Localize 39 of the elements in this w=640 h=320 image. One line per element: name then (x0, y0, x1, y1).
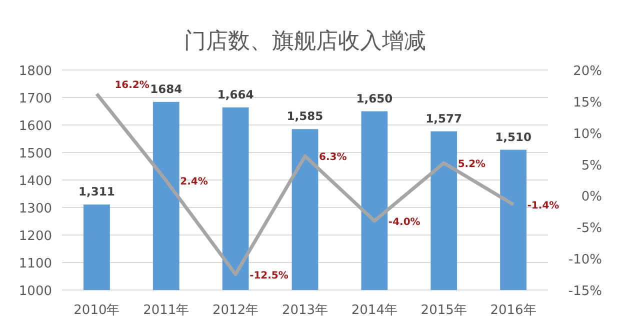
y-tick-label: 1200 (18, 229, 52, 244)
y2-tick-label: 10% (573, 126, 602, 142)
data-label: -1.4% (527, 200, 560, 212)
y2-tick-label: 15% (573, 95, 602, 110)
x-tick-label: 2013年 (282, 303, 328, 318)
y2-tick-label: -15% (568, 284, 602, 299)
y2-tick-label: 20% (573, 64, 602, 79)
y2-tick-label: -10% (568, 252, 602, 268)
y-tick-label: 1300 (18, 202, 52, 216)
y-tick-label: 1000 (18, 284, 52, 299)
data-label: 6.3% (319, 152, 347, 164)
x-tick-label: 2012年 (212, 303, 259, 318)
data-label: -4.0% (388, 216, 420, 228)
y2-tick-label: -5% (576, 221, 602, 236)
data-label: 2.4% (180, 176, 208, 188)
data-label: 1,311 (78, 184, 115, 198)
data-label: 1,577 (426, 111, 462, 126)
y-tick-label: 1100 (18, 256, 52, 272)
data-label: 1,650 (356, 91, 393, 106)
y-tick-label: 1600 (18, 119, 52, 134)
data-label: 1,664 (217, 87, 254, 102)
x-tick-label: 2015年 (420, 303, 467, 318)
y2-tick-label: 5% (581, 158, 602, 174)
x-tick-label: 2014年 (351, 303, 398, 318)
data-label: 1,585 (286, 109, 324, 124)
y-tick-label: 1400 (18, 174, 52, 189)
y-tick-label: 1700 (18, 92, 52, 106)
y-tick-label: 1500 (18, 146, 52, 162)
data-label: 1684 (150, 82, 182, 96)
y2-tick-label: 0% (581, 190, 602, 205)
y-tick-label: 1800 (18, 64, 52, 79)
x-tick-label: 2010年 (74, 303, 120, 318)
chart-title: 门店数、旗舰店收入增减 (184, 29, 426, 54)
data-label: -12.5% (250, 270, 288, 282)
data-label: 1,510 (495, 130, 532, 144)
data-label: 16.2% (114, 80, 150, 91)
x-tick-label: 2011年 (143, 303, 190, 318)
data-label: 5.2% (458, 159, 486, 170)
x-tick-label: 2016年 (490, 303, 536, 318)
